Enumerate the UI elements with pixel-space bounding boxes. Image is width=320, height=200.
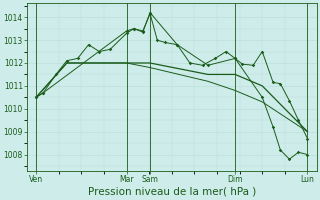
X-axis label: Pression niveau de la mer( hPa ): Pression niveau de la mer( hPa ): [88, 187, 256, 197]
